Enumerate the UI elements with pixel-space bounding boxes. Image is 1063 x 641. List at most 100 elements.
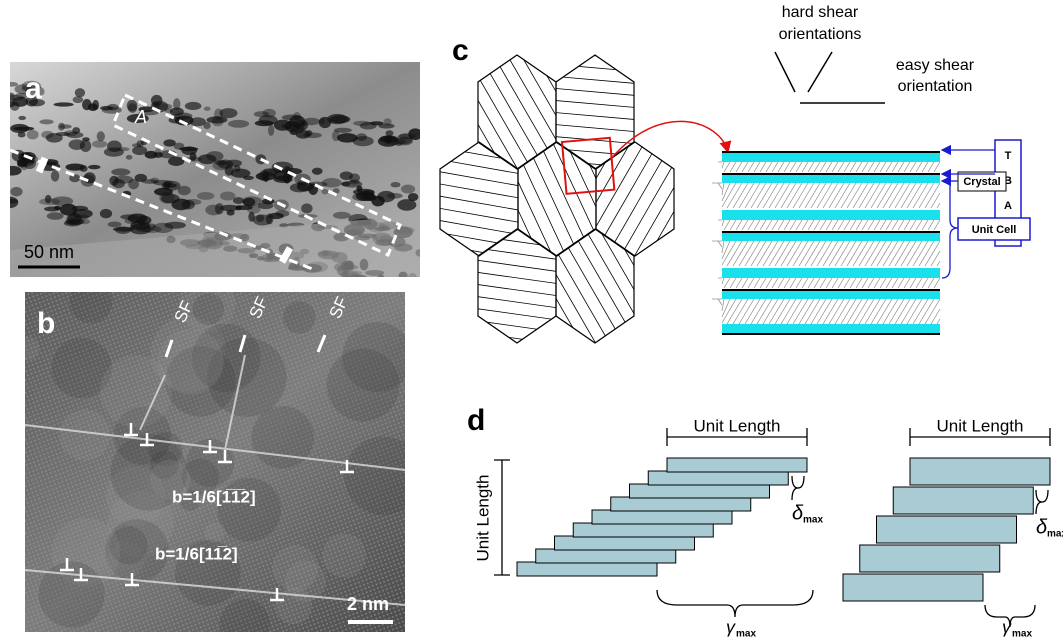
hatch bbox=[499, 24, 692, 195]
defect bbox=[409, 282, 418, 294]
defect bbox=[80, 140, 91, 152]
defect bbox=[82, 99, 92, 110]
contrast bbox=[193, 293, 225, 325]
defect bbox=[356, 133, 367, 141]
defect bbox=[3, 166, 22, 176]
hard-shear-text: orientations bbox=[779, 26, 862, 43]
defect bbox=[227, 210, 235, 216]
panel-a: a A 50 nm bbox=[2, 62, 425, 294]
slip-layer bbox=[517, 562, 657, 576]
hatch-line bbox=[417, 66, 507, 222]
defect bbox=[259, 115, 278, 125]
defect bbox=[128, 179, 139, 189]
defect bbox=[333, 212, 351, 219]
defect bbox=[204, 107, 211, 111]
defect bbox=[228, 120, 249, 128]
scale-text: 2 nm bbox=[347, 594, 389, 614]
grain-hatch bbox=[417, 194, 617, 374]
slip-layer bbox=[573, 523, 713, 537]
easy-shear-text: easy shear bbox=[896, 57, 975, 74]
hatch-line bbox=[547, 210, 637, 366]
defect bbox=[401, 185, 415, 194]
gamma-subscript: max bbox=[736, 629, 756, 640]
grain-hatch bbox=[521, 81, 746, 315]
defect bbox=[161, 194, 180, 204]
hatch-line bbox=[508, 72, 687, 88]
defect bbox=[46, 133, 63, 142]
crystal-hatch bbox=[718, 299, 722, 305]
defect bbox=[72, 209, 93, 218]
cyan-layer bbox=[722, 268, 940, 278]
hatch-line bbox=[398, 140, 575, 171]
defect bbox=[312, 168, 323, 175]
defect bbox=[5, 82, 18, 87]
slip-layer bbox=[555, 536, 695, 550]
hatch-line bbox=[542, 93, 632, 249]
defect bbox=[10, 187, 22, 197]
defect bbox=[319, 117, 331, 128]
hatch-line bbox=[502, 144, 681, 160]
hatch-line bbox=[436, 218, 614, 243]
defect bbox=[353, 121, 371, 126]
hatch bbox=[417, 194, 617, 374]
defect bbox=[10, 102, 19, 111]
defect bbox=[53, 102, 73, 106]
panel-b: b SF SF SF b=1/6[1̅1̅2] b=1/6[11̅2] 2 nm bbox=[15, 276, 422, 641]
hatch-line bbox=[424, 301, 602, 326]
hatch-line bbox=[511, 36, 690, 52]
defect bbox=[203, 122, 210, 129]
defect bbox=[75, 88, 85, 97]
defect bbox=[168, 157, 184, 166]
defect bbox=[284, 166, 290, 170]
defect bbox=[262, 169, 269, 181]
unit-length: Unit Length bbox=[937, 416, 1024, 435]
hatch-line bbox=[431, 254, 609, 279]
gamma-symbol: γ bbox=[726, 617, 736, 637]
grain-hatch bbox=[450, 84, 667, 313]
defect bbox=[185, 102, 202, 110]
defect bbox=[212, 116, 224, 126]
defect bbox=[18, 132, 26, 138]
defect bbox=[364, 194, 377, 201]
contrast bbox=[15, 337, 39, 361]
defect bbox=[126, 155, 133, 160]
contrast bbox=[283, 301, 316, 334]
contrast bbox=[251, 406, 314, 469]
hatch-line bbox=[510, 48, 689, 64]
cyan-layer bbox=[722, 175, 940, 183]
defect bbox=[334, 128, 352, 133]
cyan-layer bbox=[722, 233, 940, 241]
hatch-line bbox=[588, 186, 678, 342]
hatch bbox=[450, 84, 667, 313]
defect bbox=[138, 216, 144, 227]
slip-layer bbox=[860, 545, 1000, 572]
contrast bbox=[70, 281, 113, 324]
cyan-layer bbox=[722, 210, 940, 220]
defect bbox=[92, 140, 107, 148]
cyan-layer bbox=[722, 152, 940, 162]
defect bbox=[330, 115, 351, 123]
defect bbox=[385, 130, 393, 136]
grains bbox=[377, 0, 746, 402]
defect bbox=[236, 205, 253, 210]
defect bbox=[321, 189, 328, 194]
panel-d: d Unit Length Unit Length Unit Length δ … bbox=[467, 404, 1063, 640]
defect bbox=[220, 191, 236, 200]
unit-length: Unit Length bbox=[694, 416, 781, 435]
hatch-line bbox=[598, 180, 688, 336]
defect bbox=[301, 203, 312, 213]
gamma-subscript: max bbox=[1012, 629, 1032, 640]
contrast bbox=[322, 534, 366, 578]
hatch-line bbox=[400, 128, 577, 159]
defect bbox=[2, 197, 18, 208]
defect bbox=[273, 176, 292, 183]
slip-bars-left bbox=[517, 458, 807, 576]
hatch-line bbox=[501, 156, 680, 172]
hatch-line bbox=[495, 240, 585, 396]
pointer-arrows bbox=[942, 150, 995, 278]
defect bbox=[116, 147, 129, 151]
defect bbox=[231, 169, 251, 178]
defect bbox=[377, 191, 395, 203]
defect bbox=[64, 130, 77, 136]
defect bbox=[164, 222, 185, 229]
